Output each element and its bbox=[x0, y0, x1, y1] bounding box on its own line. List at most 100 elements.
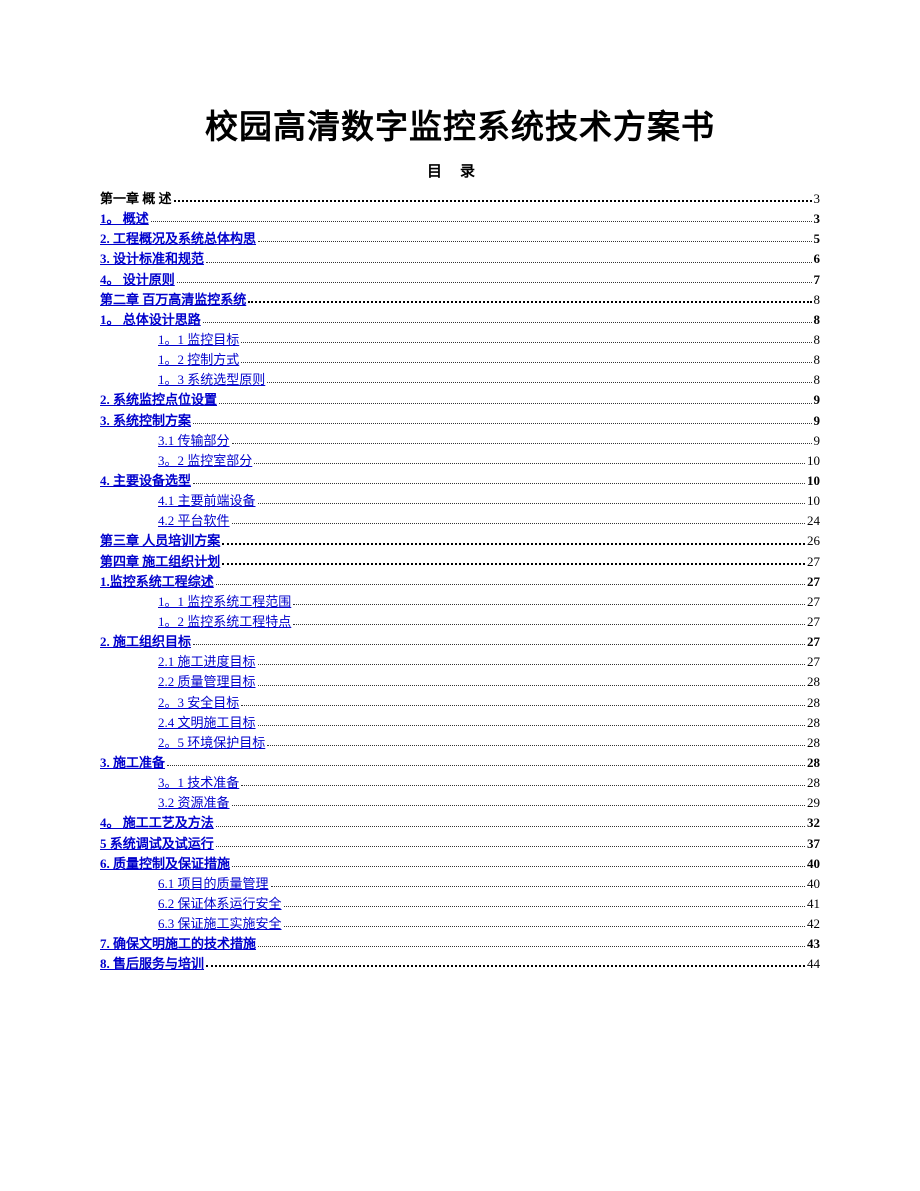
toc-page-number: 27 bbox=[807, 632, 820, 652]
toc-leader-dots bbox=[167, 765, 805, 766]
toc-entry-label[interactable]: 3. 施工准备 bbox=[100, 753, 165, 773]
toc-row: 1。 概述 3 bbox=[100, 209, 820, 229]
toc-row: 2.4 文明施工目标 28 bbox=[100, 713, 820, 733]
toc-page-number: 8 bbox=[814, 370, 821, 390]
toc-leader-dots bbox=[151, 221, 812, 222]
toc-entry-label[interactable]: 3。2 监控室部分 bbox=[100, 451, 252, 471]
toc-entry-label[interactable]: 1。 概述 bbox=[100, 209, 149, 229]
toc-page-number: 28 bbox=[807, 693, 820, 713]
toc-page-number: 28 bbox=[807, 773, 820, 793]
toc-page-number: 3 bbox=[814, 209, 821, 229]
toc-entry-label[interactable]: 6. 质量控制及保证措施 bbox=[100, 854, 230, 874]
toc-leader-dots bbox=[174, 200, 812, 202]
toc-entry-label[interactable]: 7. 确保文明施工的技术措施 bbox=[100, 934, 256, 954]
toc-entry-label[interactable]: 2。3 安全目标 bbox=[100, 693, 239, 713]
toc-entry-label[interactable]: 2.4 文明施工目标 bbox=[100, 713, 256, 733]
toc-page-number: 28 bbox=[807, 713, 820, 733]
toc-page-number: 44 bbox=[807, 954, 820, 974]
toc-entry-label[interactable]: 4. 主要设备选型 bbox=[100, 471, 191, 491]
toc-entry-label[interactable]: 2。5 环境保护目标 bbox=[100, 733, 265, 753]
toc-leader-dots bbox=[219, 403, 811, 404]
toc-row: 3。1 技术准备 28 bbox=[100, 773, 820, 793]
toc-page-number: 37 bbox=[807, 834, 820, 854]
toc-page-number: 9 bbox=[814, 411, 821, 431]
toc-entry-label[interactable]: 5 系统调试及试运行 bbox=[100, 834, 214, 854]
toc-entry-label[interactable]: 6.1 项目的质量管理 bbox=[100, 874, 269, 894]
toc-row: 1.监控系统工程综述27 bbox=[100, 572, 820, 592]
toc-entry-label[interactable]: 1.监控系统工程综述 bbox=[100, 572, 214, 592]
toc-entry-label[interactable]: 6.3 保证施工实施安全 bbox=[100, 914, 282, 934]
toc-entry-label[interactable]: 第三章 人员培训方案 bbox=[100, 531, 220, 551]
toc-entry-label[interactable]: 4.1 主要前端设备 bbox=[100, 491, 256, 511]
toc-page-number: 10 bbox=[807, 491, 820, 511]
toc-leader-dots bbox=[193, 423, 811, 424]
toc-page-number: 3 bbox=[814, 189, 821, 209]
toc-entry-label[interactable]: 6.2 保证体系运行安全 bbox=[100, 894, 282, 914]
toc-entry-label[interactable]: 2. 系统监控点位设置 bbox=[100, 390, 217, 410]
toc-entry-label[interactable]: 2. 施工组织目标 bbox=[100, 632, 191, 652]
toc-entry-label[interactable]: 1。 总体设计思路 bbox=[100, 310, 201, 330]
toc-row: 2.1 施工进度目标 27 bbox=[100, 652, 820, 672]
toc-entry-label[interactable]: 4。 施工工艺及方法 bbox=[100, 813, 214, 833]
toc-leader-dots bbox=[267, 382, 811, 383]
toc-row: 7. 确保文明施工的技术措施43 bbox=[100, 934, 820, 954]
toc-entry-label[interactable]: 3. 系统控制方案 bbox=[100, 411, 191, 431]
toc-entry-label[interactable]: 3. 设计标准和规范 bbox=[100, 249, 204, 269]
toc-entry-label[interactable]: 3.1 传输部分 bbox=[100, 431, 230, 451]
toc-entry-label[interactable]: 1。1 监控系统工程范围 bbox=[100, 592, 291, 612]
toc-row: 4.1 主要前端设备 10 bbox=[100, 491, 820, 511]
toc-leader-dots bbox=[206, 262, 811, 263]
toc-page-number: 8 bbox=[814, 290, 821, 310]
toc-row: 3. 系统控制方案 9 bbox=[100, 411, 820, 431]
toc-page-number: 27 bbox=[807, 652, 820, 672]
toc-page-number: 24 bbox=[807, 511, 820, 531]
toc-leader-dots bbox=[284, 926, 805, 927]
table-of-contents: 第一章 概 述31。 概述32. 工程概况及系统总体构思53. 设计标准和规范6… bbox=[100, 189, 820, 974]
toc-row: 2。5 环境保护目标 28 bbox=[100, 733, 820, 753]
toc-row: 2. 系统监控点位设置 9 bbox=[100, 390, 820, 410]
toc-row: 2. 施工组织目标 27 bbox=[100, 632, 820, 652]
toc-row: 第三章 人员培训方案 26 bbox=[100, 531, 820, 551]
toc-page-number: 9 bbox=[814, 390, 821, 410]
toc-page-number: 8 bbox=[814, 350, 821, 370]
toc-entry-label[interactable]: 1。1 监控目标 bbox=[100, 330, 239, 350]
toc-entry-label[interactable]: 3。1 技术准备 bbox=[100, 773, 239, 793]
toc-page-number: 40 bbox=[807, 874, 820, 894]
toc-leader-dots bbox=[216, 846, 805, 847]
toc-page-number: 27 bbox=[807, 612, 820, 632]
toc-entry-label[interactable]: 1。2 控制方式 bbox=[100, 350, 239, 370]
toc-entry-label[interactable]: 8. 售后服务与培训 bbox=[100, 954, 204, 974]
toc-row: 第四章 施工组织计划27 bbox=[100, 552, 820, 572]
toc-leader-dots bbox=[232, 443, 812, 444]
toc-leader-dots bbox=[193, 483, 805, 484]
toc-entry-label[interactable]: 3.2 资源准备 bbox=[100, 793, 230, 813]
toc-leader-dots bbox=[258, 664, 805, 665]
toc-row: 6.1 项目的质量管理 40 bbox=[100, 874, 820, 894]
toc-page-number: 10 bbox=[807, 451, 820, 471]
toc-leader-dots bbox=[216, 584, 805, 585]
toc-row: 第一章 概 述3 bbox=[100, 189, 820, 209]
toc-row: 2。3 安全目标 28 bbox=[100, 693, 820, 713]
toc-row: 1。 总体设计思路8 bbox=[100, 310, 820, 330]
toc-row: 5 系统调试及试运行 37 bbox=[100, 834, 820, 854]
toc-entry-label[interactable]: 4。 设计原则 bbox=[100, 270, 175, 290]
toc-page-number: 26 bbox=[807, 531, 820, 551]
toc-leader-dots bbox=[284, 906, 805, 907]
toc-entry-label[interactable]: 2.1 施工进度目标 bbox=[100, 652, 256, 672]
toc-page-number: 28 bbox=[807, 733, 820, 753]
toc-page-number: 6 bbox=[814, 249, 821, 269]
toc-page-number: 7 bbox=[814, 270, 821, 290]
toc-entry-label[interactable]: 1。2 监控系统工程特点 bbox=[100, 612, 291, 632]
toc-row: 4。 设计原则 7 bbox=[100, 270, 820, 290]
toc-row: 1。2 控制方式 8 bbox=[100, 350, 820, 370]
toc-entry-label[interactable]: 4.2 平台软件 bbox=[100, 511, 230, 531]
toc-leader-dots bbox=[293, 624, 805, 625]
toc-entry-label[interactable]: 2.2 质量管理目标 bbox=[100, 672, 256, 692]
toc-entry-label[interactable]: 2. 工程概况及系统总体构思 bbox=[100, 229, 256, 249]
toc-row: 3. 施工准备28 bbox=[100, 753, 820, 773]
toc-entry-label[interactable]: 第四章 施工组织计划 bbox=[100, 552, 220, 572]
toc-entry-label[interactable]: 1。3 系统选型原则 bbox=[100, 370, 265, 390]
toc-leader-dots bbox=[267, 745, 805, 746]
toc-entry-label[interactable]: 第二章 百万高清监控系统 bbox=[100, 290, 246, 310]
toc-row: 4。 施工工艺及方法32 bbox=[100, 813, 820, 833]
